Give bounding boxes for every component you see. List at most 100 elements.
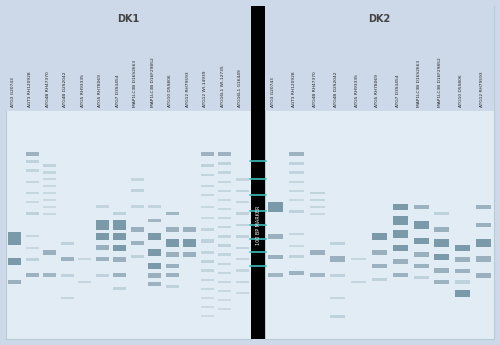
Text: ATG12 RH79593: ATG12 RH79593 xyxy=(480,71,484,107)
Bar xyxy=(148,273,161,278)
Text: ATG12 RH79593: ATG12 RH79593 xyxy=(186,71,190,107)
Bar xyxy=(310,213,324,215)
Bar xyxy=(184,227,196,232)
Bar xyxy=(288,190,304,192)
Bar xyxy=(96,233,108,239)
Bar xyxy=(393,245,408,251)
Text: AGT3 RH120928: AGT3 RH120928 xyxy=(292,71,296,107)
Bar xyxy=(218,180,231,183)
Text: ATG4B D2S2042: ATG4B D2S2042 xyxy=(334,71,338,107)
Bar xyxy=(456,269,470,273)
Bar xyxy=(44,273,56,277)
Bar xyxy=(44,171,56,174)
Bar xyxy=(166,239,178,247)
Bar xyxy=(236,201,248,203)
Bar xyxy=(476,273,491,278)
Bar xyxy=(330,315,345,318)
Bar xyxy=(201,279,213,281)
Bar xyxy=(44,164,56,167)
Bar xyxy=(310,273,324,277)
Bar xyxy=(44,185,56,187)
Bar xyxy=(393,273,408,277)
Bar xyxy=(218,226,231,228)
Text: ATG4B RH47370: ATG4B RH47370 xyxy=(313,71,317,107)
Bar xyxy=(372,250,387,255)
Bar xyxy=(26,152,38,156)
Bar xyxy=(236,258,248,260)
Bar xyxy=(288,245,304,247)
Bar xyxy=(201,217,213,219)
Bar xyxy=(26,192,38,194)
Bar xyxy=(201,174,213,176)
Bar xyxy=(218,299,231,301)
Text: ATG12 WI-14939: ATG12 WI-14939 xyxy=(203,70,207,107)
Text: ATG3 G20743: ATG3 G20743 xyxy=(272,77,276,107)
Bar xyxy=(26,258,38,261)
Bar xyxy=(96,274,108,277)
Bar xyxy=(201,306,213,308)
Bar xyxy=(114,212,126,215)
Bar xyxy=(201,228,213,231)
Bar xyxy=(166,273,178,277)
Text: ATG3 G20743: ATG3 G20743 xyxy=(11,77,15,107)
Bar xyxy=(265,6,494,339)
Bar xyxy=(268,255,283,259)
Bar xyxy=(434,212,450,215)
Bar xyxy=(218,263,231,265)
Bar xyxy=(288,199,304,201)
Bar xyxy=(201,251,213,254)
Bar xyxy=(414,264,428,268)
Bar xyxy=(268,202,283,212)
Bar xyxy=(26,201,38,203)
Bar xyxy=(456,289,470,297)
Bar xyxy=(288,255,304,258)
Bar xyxy=(201,269,213,272)
Bar xyxy=(330,274,345,277)
Bar xyxy=(114,273,126,277)
Text: ATG16L1 WI-12735: ATG16L1 WI-12735 xyxy=(221,65,225,107)
Bar xyxy=(268,273,283,277)
Bar xyxy=(114,233,126,240)
Bar xyxy=(218,281,231,283)
Text: DK1: DK1 xyxy=(118,14,140,24)
Bar xyxy=(414,276,428,279)
Bar xyxy=(148,248,161,256)
Bar xyxy=(131,241,143,245)
Bar xyxy=(476,256,491,262)
Bar xyxy=(268,234,283,239)
Text: ATG4B D2S2042: ATG4B D2S2042 xyxy=(63,71,67,107)
Bar xyxy=(201,260,213,263)
Bar xyxy=(201,239,213,243)
Bar xyxy=(131,255,143,258)
Bar xyxy=(414,205,428,209)
Bar xyxy=(330,297,345,299)
Bar xyxy=(218,253,231,256)
Bar xyxy=(114,287,126,290)
Bar xyxy=(236,235,248,238)
Bar xyxy=(26,169,38,171)
Text: ATG5 RH78069: ATG5 RH78069 xyxy=(376,74,380,107)
Bar xyxy=(236,189,248,192)
Bar xyxy=(96,206,108,208)
Bar xyxy=(201,164,213,167)
Bar xyxy=(8,280,21,284)
Bar xyxy=(218,217,231,219)
Bar xyxy=(372,233,387,239)
Bar xyxy=(166,285,178,288)
Bar xyxy=(476,239,491,247)
Bar xyxy=(8,233,21,245)
Bar xyxy=(44,206,56,208)
Bar xyxy=(114,257,126,262)
Bar xyxy=(218,244,231,247)
Bar xyxy=(131,227,143,232)
Bar xyxy=(372,264,387,268)
Bar xyxy=(44,199,56,201)
Text: MAP1LC3B D16S2663: MAP1LC3B D16S2663 xyxy=(133,60,137,107)
Bar xyxy=(96,245,108,250)
Bar xyxy=(148,219,161,222)
Bar xyxy=(114,220,126,229)
Bar xyxy=(8,258,21,265)
Bar xyxy=(26,180,38,183)
Bar xyxy=(26,273,38,277)
Bar xyxy=(288,152,304,156)
